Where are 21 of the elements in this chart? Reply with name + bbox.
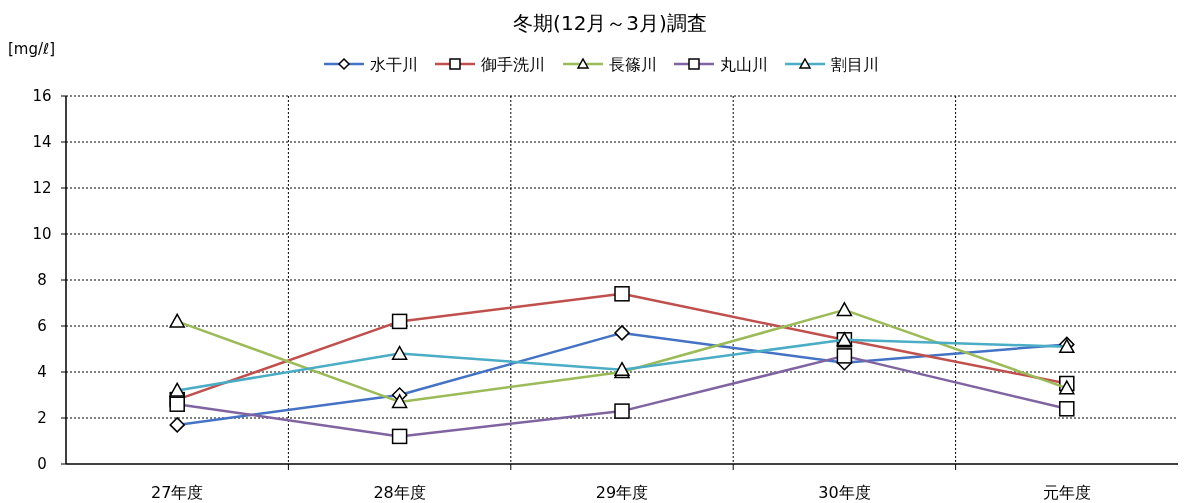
y-axis-title: [mg/ℓ] — [8, 40, 56, 58]
legend-label: 水干川 — [370, 55, 418, 74]
legend-label: 割目川 — [831, 55, 879, 74]
y-tick-label: 8 — [37, 271, 47, 289]
y-tick-label: 12 — [32, 179, 52, 197]
y-tick-label: 16 — [32, 87, 52, 105]
legend-label: 御手洗川 — [481, 55, 545, 74]
chart-title: 冬期(12月～3月)調査 — [513, 11, 707, 35]
x-tick-label: 元年度 — [1042, 483, 1091, 502]
x-tick-label: 27年度 — [151, 483, 204, 502]
y-tick-label: 0 — [37, 455, 47, 473]
y-tick-label: 10 — [32, 225, 52, 243]
y-tick-label: 2 — [37, 409, 47, 427]
x-tick-label: 30年度 — [818, 483, 871, 502]
x-tick-label: 28年度 — [373, 483, 426, 502]
y-tick-label: 14 — [32, 133, 52, 151]
y-tick-label: 6 — [37, 317, 47, 335]
y-tick-label: 4 — [37, 363, 47, 381]
legend-label: 長篠川 — [609, 55, 657, 74]
legend-label: 丸山川 — [720, 55, 768, 74]
x-tick-label: 29年度 — [595, 483, 649, 502]
